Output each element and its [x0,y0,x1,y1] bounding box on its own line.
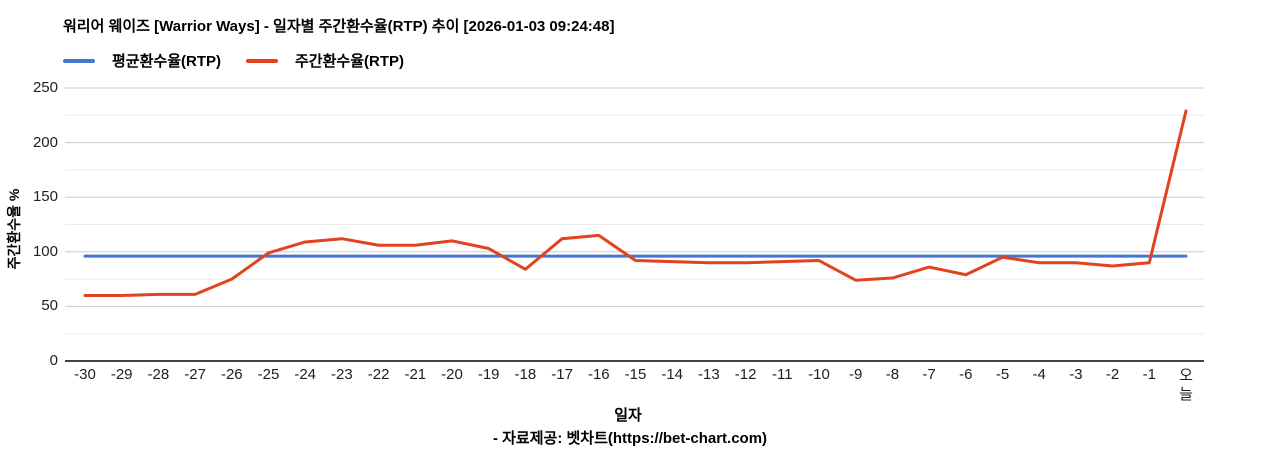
x-tick-label: -13 [698,366,720,383]
legend-label-weekly-rtp: 주간환수율(RTP) [295,53,404,70]
x-tick-label: -3 [1069,366,1083,383]
x-tick-label: -21 [404,366,427,383]
y-tick-label: 100 [32,242,58,260]
y-tick-label: 150 [32,188,58,206]
x-tick-label: -27 [184,366,206,383]
x-tick-label: -8 [885,366,900,383]
x-tick-label: -23 [331,366,353,383]
x-tick-label: -15 [624,366,647,383]
x-tick-label: 오 늘 [1179,367,1193,403]
y-tick-label: 200 [32,133,58,151]
x-tick-label: -17 [551,366,573,383]
weekly-rtp-line[interactable] [83,109,1188,297]
x-tick-label: -6 [959,366,973,383]
y-tick-label: 250 [32,79,58,96]
x-tick-label: -19 [477,366,500,383]
x-axis-title: 일자 [614,407,642,424]
y-tick-label: 0 [49,352,58,369]
x-tick-label: -22 [367,366,390,383]
x-tick-label: -11 [772,366,793,383]
x-tick-label: -10 [808,366,830,383]
x-tick-label: -24 [294,366,317,383]
x-tick-label: -18 [514,366,537,383]
x-tick-label: -4 [1032,366,1046,383]
average-line-swatch-icon [63,58,95,63]
chart-title: 워리어 웨이즈 [Warrior Ways] - 일자별 주간환수율(RTP) … [63,18,615,35]
legend-item-average-rtp[interactable]: 평균환수율(RTP) [63,50,221,71]
x-tick-label: -29 [110,366,133,383]
x-tick-label: -26 [220,366,243,383]
x-tick-label: -9 [849,366,863,383]
x-tick-label: -5 [995,366,1010,383]
data-source-footer: - 자료제공: 벳차트(https://bet-chart.com) [492,430,768,447]
y-tick-label: 50 [41,297,58,315]
legend: 평균환수율(RTP) 주간환수율(RTP) [63,50,404,71]
x-tick-label: -20 [441,366,463,383]
x-tick-label: -14 [661,366,684,383]
legend-item-weekly-rtp[interactable]: 주간환수율(RTP) [246,50,404,71]
x-tick-label: -25 [257,366,280,383]
x-tick-label: -7 [922,366,936,383]
weekly-line-swatch-icon [246,58,278,63]
legend-label-average-rtp: 평균환수율(RTP) [112,53,221,70]
x-tick-label: -16 [587,366,610,383]
x-tick-label: -1 [1142,366,1156,383]
x-tick-label: -2 [1105,366,1120,383]
x-tick-label: -12 [734,366,757,383]
x-tick-label: -28 [147,366,170,383]
x-tick-label: -30 [74,366,96,383]
